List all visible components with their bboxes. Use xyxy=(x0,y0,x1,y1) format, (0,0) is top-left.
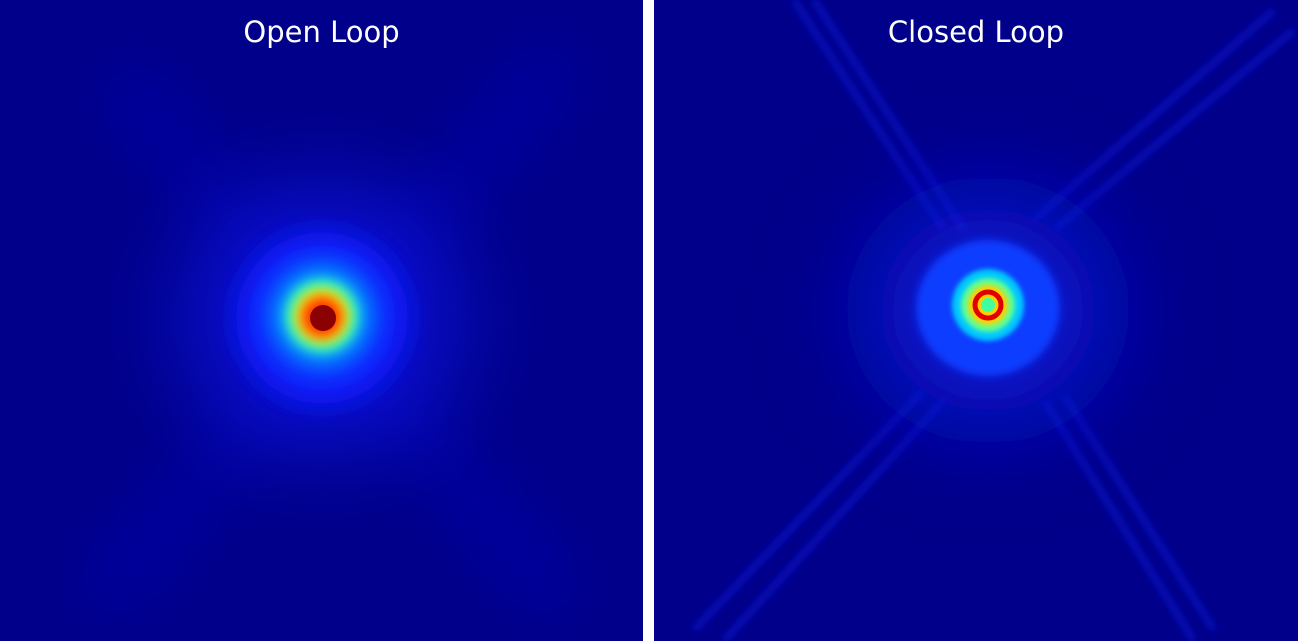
closed-loop-panel: Closed Loop xyxy=(654,0,1298,641)
open-loop-psf-image xyxy=(0,0,643,641)
open-loop-peak xyxy=(310,305,336,331)
open-loop-panel: Open Loop xyxy=(0,0,643,641)
panel-divider xyxy=(643,0,654,641)
closed-loop-psf-image xyxy=(654,0,1298,641)
closed-loop-peak-ring xyxy=(972,289,1004,321)
closed-loop-title: Closed Loop xyxy=(887,15,1065,49)
open-loop-title: Open Loop xyxy=(243,15,400,49)
